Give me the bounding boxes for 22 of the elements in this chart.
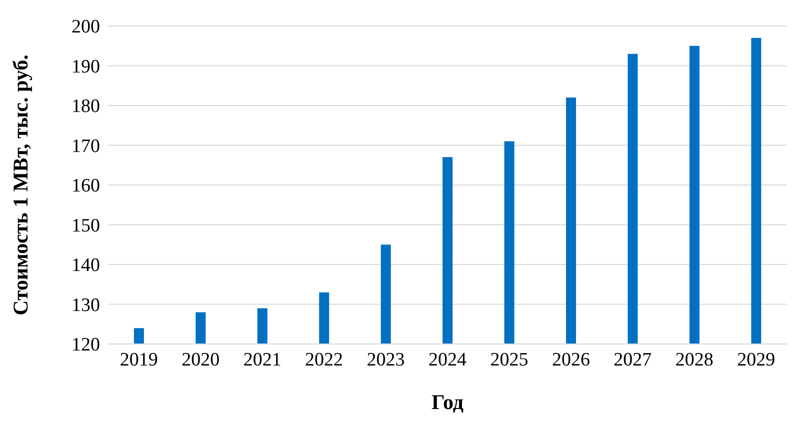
x-tick-label: 2020 bbox=[182, 349, 220, 370]
x-tick-label: 2021 bbox=[243, 349, 282, 370]
y-tick-label: 180 bbox=[72, 96, 100, 118]
x-tick-label: 2027 bbox=[614, 349, 652, 370]
x-tick-label: 2022 bbox=[305, 349, 344, 370]
y-axis-title: Стоимость 1 МВт, тыс. руб. bbox=[8, 54, 32, 316]
y-tick-label: 200 bbox=[72, 16, 100, 38]
y-tick-label: 150 bbox=[72, 215, 100, 236]
y-tick-label: 140 bbox=[72, 255, 100, 276]
x-axis-title: Год bbox=[431, 390, 464, 414]
x-tick-label: 2029 bbox=[737, 349, 776, 370]
y-tick-label: 120 bbox=[72, 334, 100, 356]
x-tick-label: 2028 bbox=[675, 349, 714, 370]
y-tick-label: 160 bbox=[72, 176, 100, 197]
x-tick-label: 2024 bbox=[428, 349, 467, 370]
x-tick-label: 2019 bbox=[120, 349, 158, 370]
x-tick-label: 2023 bbox=[366, 349, 405, 370]
y-tick-label: 190 bbox=[72, 56, 100, 78]
y-tick-label: 170 bbox=[72, 136, 100, 157]
y-tick-label: 130 bbox=[72, 294, 100, 316]
x-tick-label: 2026 bbox=[552, 349, 590, 370]
x-tick-label: 2025 bbox=[490, 349, 528, 370]
